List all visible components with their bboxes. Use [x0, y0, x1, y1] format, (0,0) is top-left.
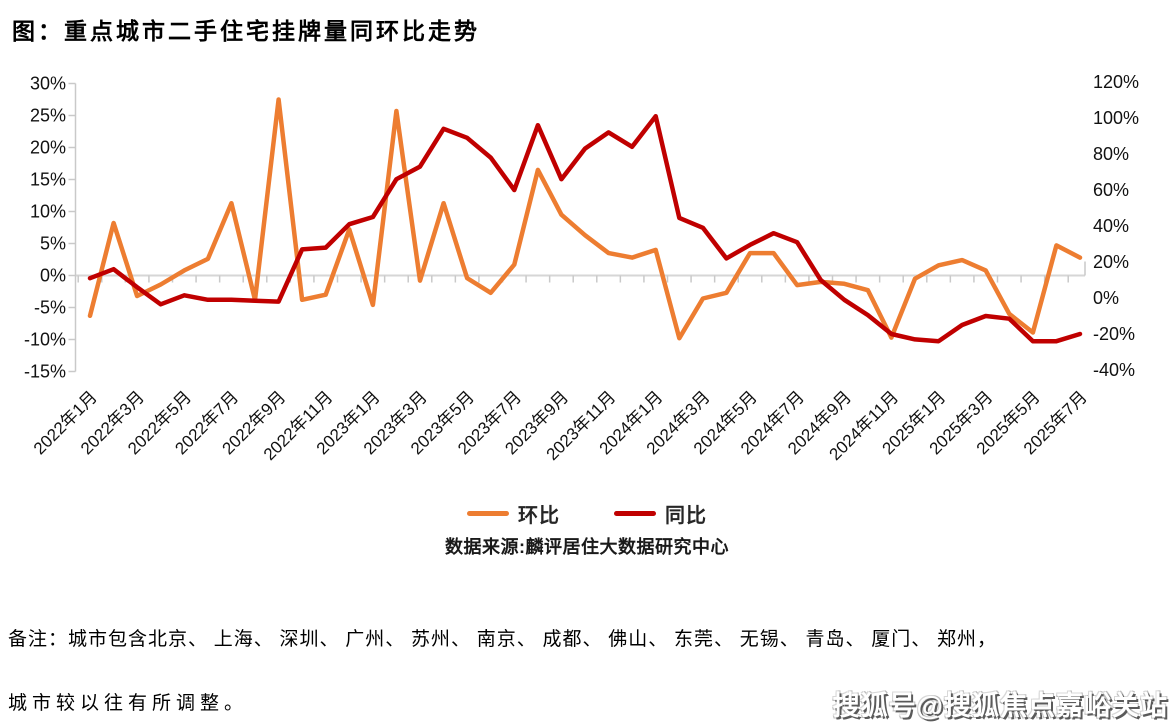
y-axis-label-left: -5%	[34, 298, 66, 318]
y-axis-label-left: 20%	[30, 138, 66, 158]
y-axis-label-left: 5%	[40, 234, 66, 254]
watermark-sohu: 搜狐号@搜狐焦点嘉峪关站	[832, 691, 1168, 721]
footnote-line-2: 城市较以往有所调整。	[8, 693, 249, 714]
legend-label-mom: 环比	[518, 505, 560, 527]
series-line-mom	[87, 97, 1083, 341]
y-axis-label-left: 30%	[30, 74, 66, 94]
y-axis-label-right: 0%	[1093, 288, 1119, 308]
y-axis-label-right: 60%	[1093, 180, 1129, 200]
legend-label-yoy: 同比	[665, 505, 707, 527]
data-source-caption: 数据来源:麟评居住大数据研究中心	[445, 537, 729, 557]
y-axis-label-left: 10%	[30, 202, 66, 222]
chart-legend: 环比 同比	[0, 499, 1174, 528]
yoy-line-swatch	[614, 511, 656, 516]
line-chart: 30% 25% 20% 15% 10% 5% 0% -5% -10% -15% 120% 100% 80…	[24, 72, 1139, 464]
page-title: 图：重点城市二手住宅挂牌量同环比走势	[12, 18, 480, 44]
y-axis-label-right: -20%	[1093, 324, 1135, 344]
y-axis-label-left: 25%	[30, 106, 66, 126]
y-axis-label-right: -40%	[1093, 360, 1135, 380]
mom-line-swatch	[467, 511, 509, 516]
legend-item-mom: 环比	[467, 499, 560, 528]
footnote-line-1: 备注：城市包含北京、 上海、 深圳、 广州、 苏州、 南京、 成都、 佛山、 东…	[8, 629, 998, 650]
y-axis-label-left: -15%	[24, 362, 66, 382]
y-axis-label-right: 20%	[1093, 252, 1129, 272]
legend-item-yoy: 同比	[614, 499, 707, 528]
y-axis-label-right: 40%	[1093, 216, 1129, 236]
y-axis-label-right: 80%	[1093, 144, 1129, 164]
series-line-yoy	[87, 113, 1083, 344]
y-axis-label-left: -10%	[24, 330, 66, 350]
y-axis-label-right: 120%	[1093, 72, 1139, 92]
y-axis-label-right: 100%	[1093, 108, 1139, 128]
y-axis-label-left: 15%	[30, 170, 66, 190]
y-axis-label-left: 0%	[40, 266, 66, 286]
